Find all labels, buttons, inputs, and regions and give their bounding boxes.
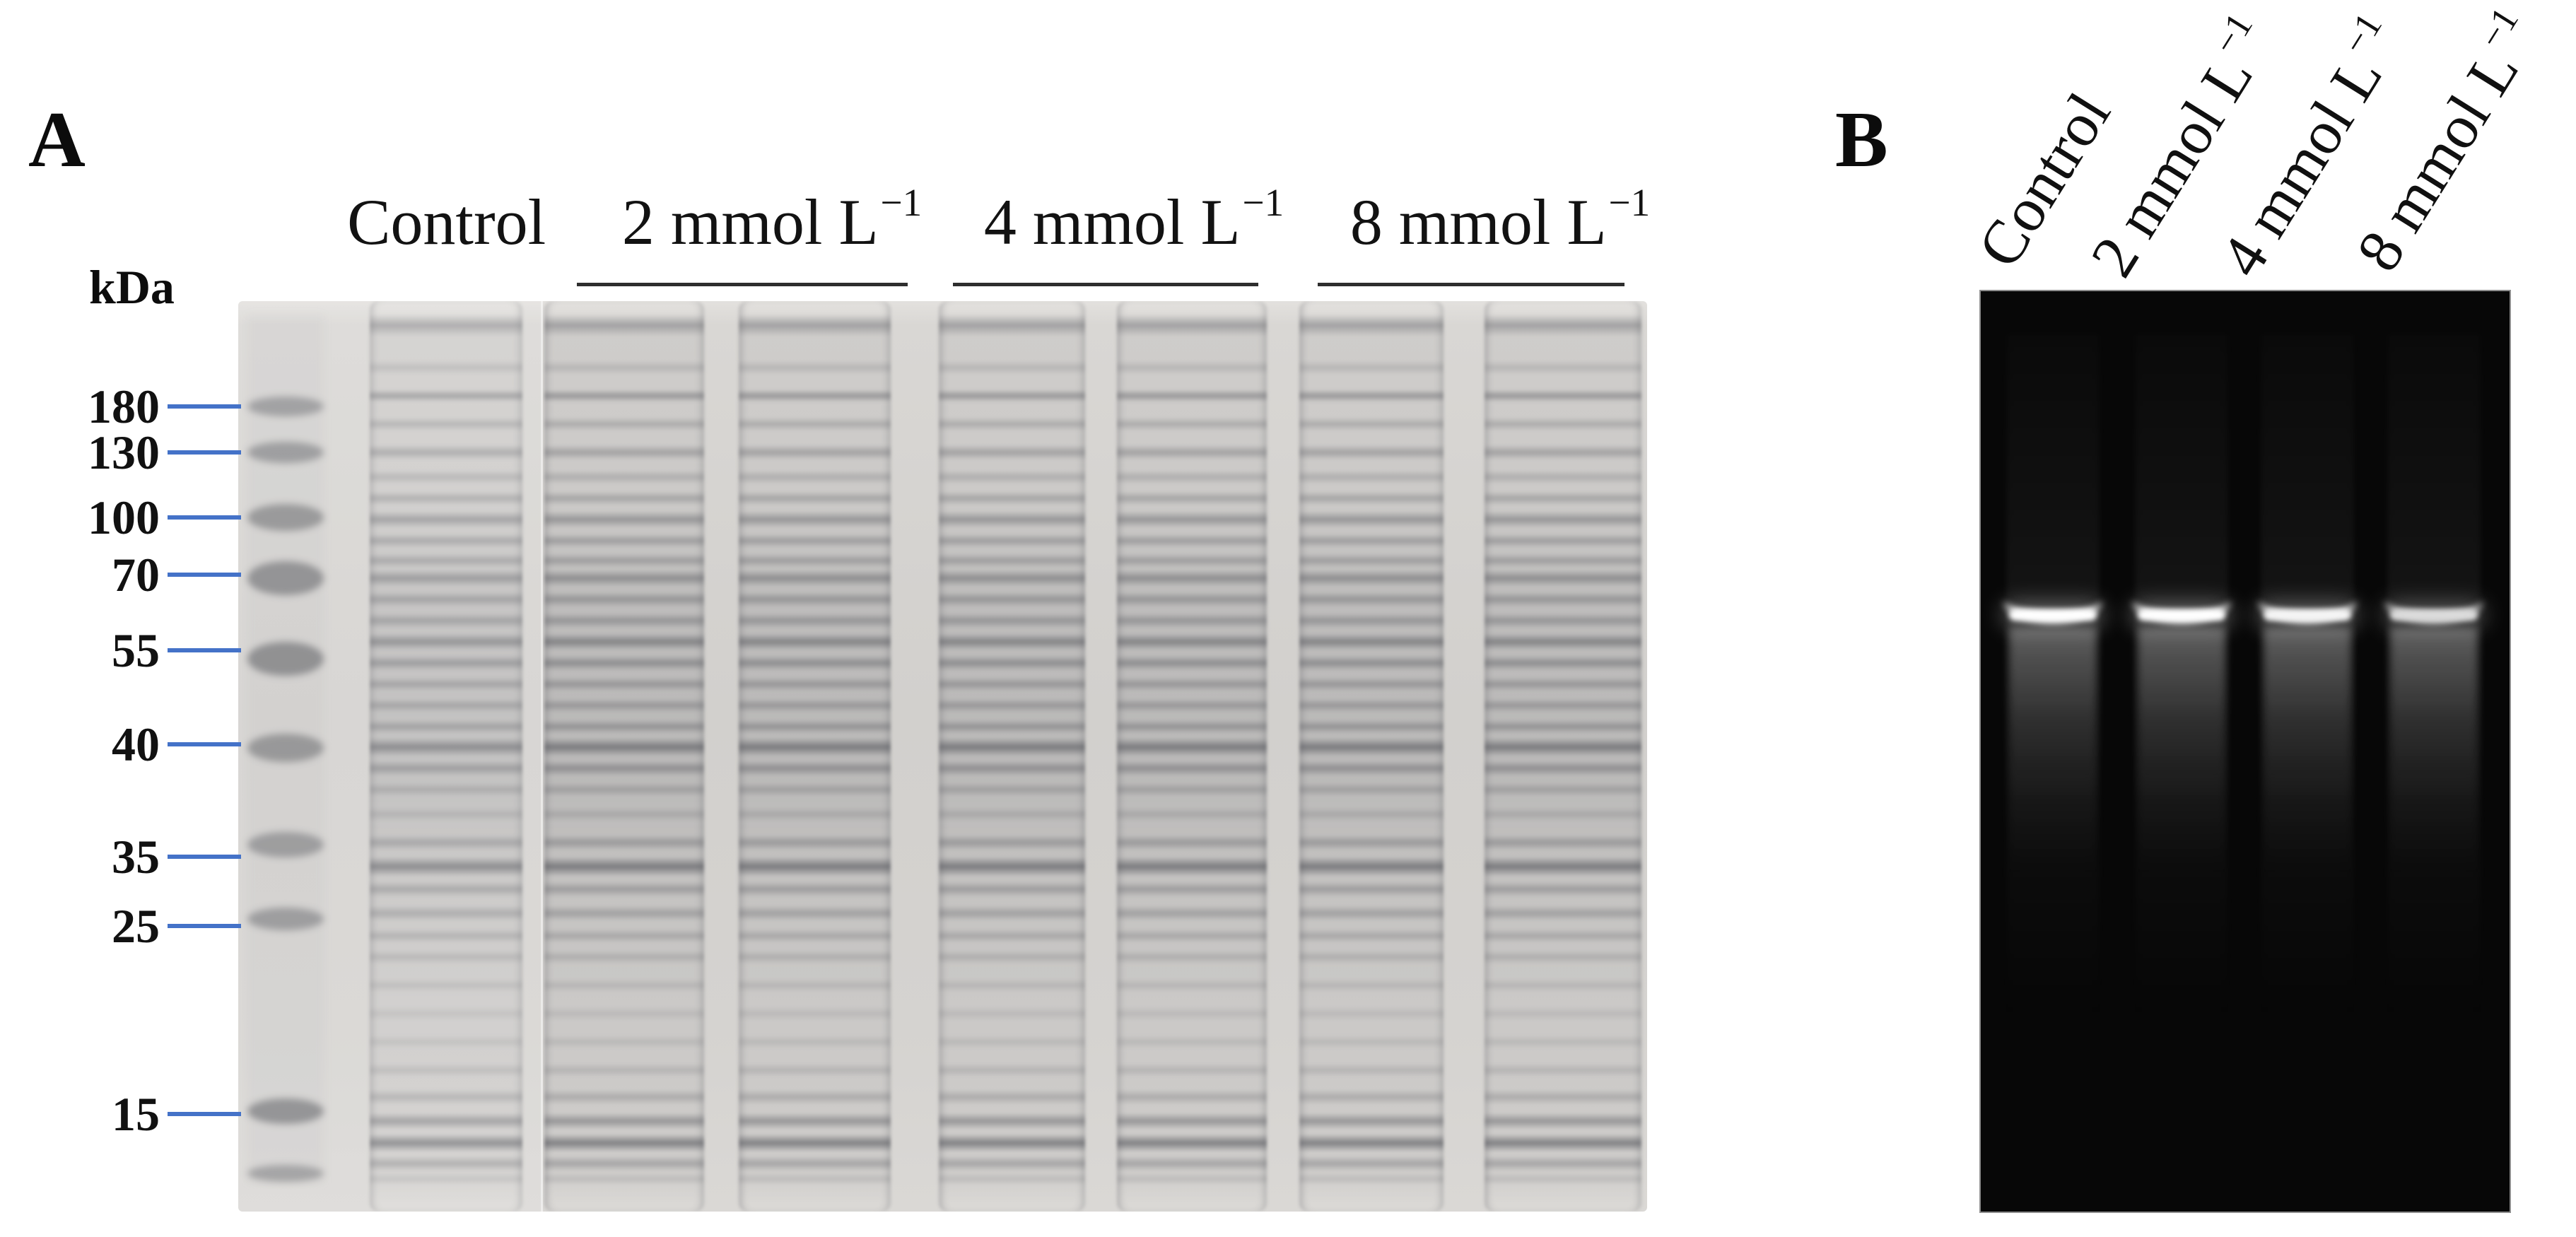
dna-band-core xyxy=(2264,609,2351,621)
lane-group-label-4mmol-sup: −1 xyxy=(1242,181,1284,225)
ladder-band xyxy=(247,734,324,762)
dna-lane-column-1 xyxy=(2006,334,2100,1148)
marker-weight-label: 40 xyxy=(112,717,160,771)
lane-group-label-control: Control xyxy=(228,185,667,268)
ladder-band xyxy=(247,504,324,531)
dna-band-2 xyxy=(2132,597,2231,633)
gel-splice-seam xyxy=(541,301,543,1212)
lane-group-label-8mmol-sup: −1 xyxy=(1608,181,1651,225)
protein-sample-lane-4 xyxy=(939,301,1085,1212)
sds-page-gel-image xyxy=(238,301,1647,1212)
ladder-lane-column xyxy=(247,315,324,1183)
protein-sample-lane-3 xyxy=(739,301,891,1212)
marker-weight-label: 130 xyxy=(88,426,160,479)
lane-group-label-8mmol-text: 8 mmol L xyxy=(1350,186,1607,258)
lane-group-underline xyxy=(953,283,1258,286)
ladder-band xyxy=(247,832,324,857)
panel-a-label: A xyxy=(28,96,86,184)
lane-group-label-4mmol-text: 4 mmol L xyxy=(983,186,1241,258)
lane-group-label-2mmol-text: 2 mmol L xyxy=(621,186,879,258)
dna-band-core xyxy=(2009,609,2097,621)
lane-group-label-2mmol: 2 mmol L−1 xyxy=(553,181,991,268)
panel-b-label: B xyxy=(1835,96,1888,184)
marker-tick-line xyxy=(168,648,241,652)
gel-splice-left-block xyxy=(238,301,541,1212)
marker-tick-line xyxy=(168,855,241,859)
marker-tick-line xyxy=(168,1112,241,1116)
dna-band-core xyxy=(2390,609,2478,621)
protein-sample-lane-5 xyxy=(1117,301,1267,1212)
dna-band-4 xyxy=(2384,597,2483,633)
dna-band-core xyxy=(2138,609,2225,621)
dna-band-smear-3 xyxy=(2264,628,2351,875)
marker-tick-line xyxy=(168,573,241,577)
nucleic-acid-gel-image xyxy=(1979,290,2511,1213)
lane-group-underline xyxy=(577,283,908,286)
dna-band-3 xyxy=(2258,597,2357,633)
dna-band-smear-1 xyxy=(2009,628,2097,875)
marker-tick-line xyxy=(168,404,241,409)
lane-group-label-8mmol: 8 mmol L−1 xyxy=(1281,181,1719,268)
ladder-band xyxy=(247,1165,324,1182)
marker-tick-line xyxy=(168,450,241,455)
marker-weight-label: 55 xyxy=(112,623,160,677)
ladder-band xyxy=(247,908,324,930)
protein-sample-lane-1 xyxy=(370,301,522,1212)
protein-sample-lane-6 xyxy=(1299,301,1444,1212)
ladder-band xyxy=(247,642,324,676)
ladder-band xyxy=(247,442,324,463)
marker-tick-line xyxy=(168,924,241,928)
dna-lane-column-4 xyxy=(2387,334,2481,1148)
ladder-band xyxy=(247,1098,324,1124)
marker-tick-line xyxy=(168,515,241,520)
lane-group-label-4mmol: 4 mmol L−1 xyxy=(915,181,1353,268)
marker-weight-label: 15 xyxy=(112,1087,160,1141)
marker-weight-label: 70 xyxy=(112,548,160,602)
ladder-band xyxy=(247,561,324,595)
protein-sample-lane-2 xyxy=(544,301,704,1212)
kda-unit-label: kDa xyxy=(89,260,175,314)
lane-group-label-control-text: Control xyxy=(347,186,546,258)
dna-band-smear-4 xyxy=(2390,628,2478,875)
dna-lane-column-2 xyxy=(2135,334,2228,1148)
dna-band-1 xyxy=(2003,597,2102,633)
marker-tick-line xyxy=(168,742,241,746)
ladder-band xyxy=(247,397,324,416)
lane-group-label-2mmol-sup: −1 xyxy=(880,181,923,225)
marker-weight-label: 35 xyxy=(112,830,160,884)
marker-weight-label: 100 xyxy=(88,491,160,544)
marker-weight-label: 180 xyxy=(88,380,160,433)
lane-group-underline xyxy=(1318,283,1624,286)
dna-band-smear-2 xyxy=(2138,628,2225,875)
protein-sample-lane-7 xyxy=(1485,301,1641,1212)
marker-weight-label: 25 xyxy=(112,899,160,953)
dna-lane-column-3 xyxy=(2261,334,2354,1148)
